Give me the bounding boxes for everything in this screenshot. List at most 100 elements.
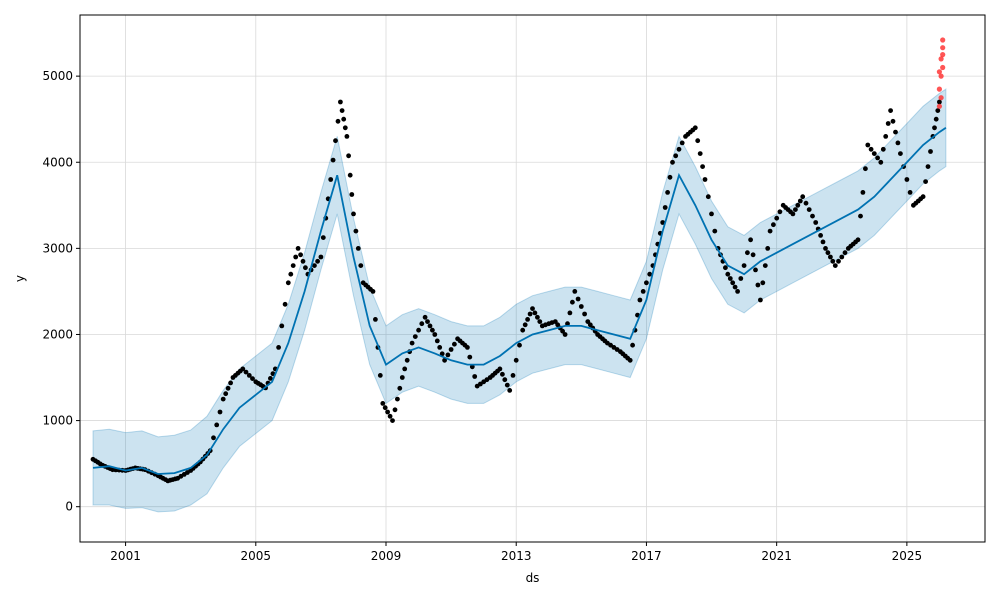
plot-frame — [79, 14, 986, 543]
observed-point — [933, 116, 939, 122]
observed-point — [373, 317, 378, 322]
observed-point — [758, 297, 763, 303]
observed-point — [387, 413, 393, 419]
observed-point — [692, 125, 698, 131]
observed-point — [510, 373, 516, 378]
observed-point — [382, 405, 388, 411]
anomaly-point — [940, 64, 946, 71]
observed-point — [695, 138, 701, 144]
observed-point — [250, 376, 255, 381]
observed-point — [344, 134, 350, 139]
observed-point — [217, 409, 223, 415]
observed-point — [570, 299, 575, 305]
observed-point — [644, 280, 649, 286]
observed-point — [741, 263, 747, 268]
observed-point — [765, 246, 771, 251]
y-tick-label: 3000 — [42, 241, 73, 255]
observed-point — [385, 409, 390, 415]
observed-point — [755, 282, 761, 288]
observed-point — [797, 198, 803, 204]
observed-point — [497, 366, 503, 372]
observed-point — [390, 418, 395, 423]
observed-point — [705, 194, 711, 200]
observed-point — [522, 322, 528, 328]
observed-point — [774, 215, 780, 221]
y-axis-ticks: 0 1000 2000 3000 4000 5000 — [42, 69, 80, 514]
observed-point — [282, 301, 288, 307]
observed-point — [832, 263, 838, 268]
observed-point — [937, 99, 942, 105]
anomaly-point — [936, 103, 943, 109]
observed-point — [823, 246, 828, 251]
observed-point — [535, 314, 540, 320]
forecast-line-group — [92, 127, 947, 475]
observed-point — [630, 342, 635, 348]
observed-point — [355, 246, 361, 251]
x-axis-label: ds — [526, 571, 540, 585]
observed-point — [377, 373, 383, 378]
observed-point — [790, 211, 796, 217]
observed-point — [762, 263, 768, 268]
observed-point — [670, 159, 675, 165]
observed-point — [709, 211, 714, 217]
x-tick-label: 2013 — [501, 549, 532, 563]
anomaly-points — [936, 37, 946, 109]
observed-point — [727, 276, 733, 281]
observed-point — [380, 401, 386, 406]
observed-point — [223, 391, 229, 397]
observed-point — [353, 228, 359, 234]
observed-point — [434, 338, 440, 344]
observed-point — [885, 121, 891, 126]
observed-point — [673, 153, 679, 159]
anomaly-point — [938, 73, 944, 79]
observed-point — [214, 422, 220, 428]
observed-point — [863, 166, 868, 172]
observed-point — [868, 146, 874, 152]
observed-point — [810, 213, 815, 219]
observed-point — [575, 296, 581, 302]
observed-point — [469, 364, 475, 370]
observed-point — [572, 289, 578, 294]
x-tick-label: 2017 — [631, 549, 662, 563]
observed-point — [467, 354, 473, 360]
observed-point — [745, 250, 750, 256]
uncertainty-area — [92, 88, 947, 513]
observed-point — [562, 332, 568, 337]
observed-point — [409, 340, 415, 346]
observed-point — [370, 289, 376, 294]
y-tick-label: 4000 — [42, 155, 73, 169]
observed-point — [442, 357, 447, 363]
observed-point — [813, 220, 819, 225]
observed-point — [865, 142, 871, 148]
y-tick-label: 0 — [65, 500, 73, 514]
observed-point — [517, 342, 522, 348]
observed-point — [883, 134, 889, 139]
anomaly-point — [940, 37, 946, 43]
observed-point — [295, 246, 301, 251]
observed-point — [395, 396, 400, 402]
observed-point — [750, 252, 756, 258]
observed-point — [225, 385, 231, 391]
anomaly-point — [938, 95, 944, 101]
observed-point — [437, 345, 443, 350]
observed-point — [771, 222, 776, 228]
observed-point — [803, 200, 809, 206]
observed-point — [351, 211, 356, 217]
observed-point — [767, 228, 773, 234]
observed-point — [830, 258, 836, 264]
observed-point — [504, 382, 510, 388]
observed-point — [341, 116, 347, 122]
anomaly-point — [936, 86, 943, 92]
observed-point — [732, 284, 738, 290]
uncertainty-band — [92, 88, 947, 513]
observed-point — [246, 373, 252, 378]
observed-point — [419, 321, 425, 327]
observed-point — [300, 258, 306, 264]
observed-point — [427, 323, 433, 329]
observed-point — [452, 341, 457, 347]
observed-point — [738, 276, 744, 281]
observed-point — [806, 207, 812, 213]
observed-point — [333, 138, 338, 144]
